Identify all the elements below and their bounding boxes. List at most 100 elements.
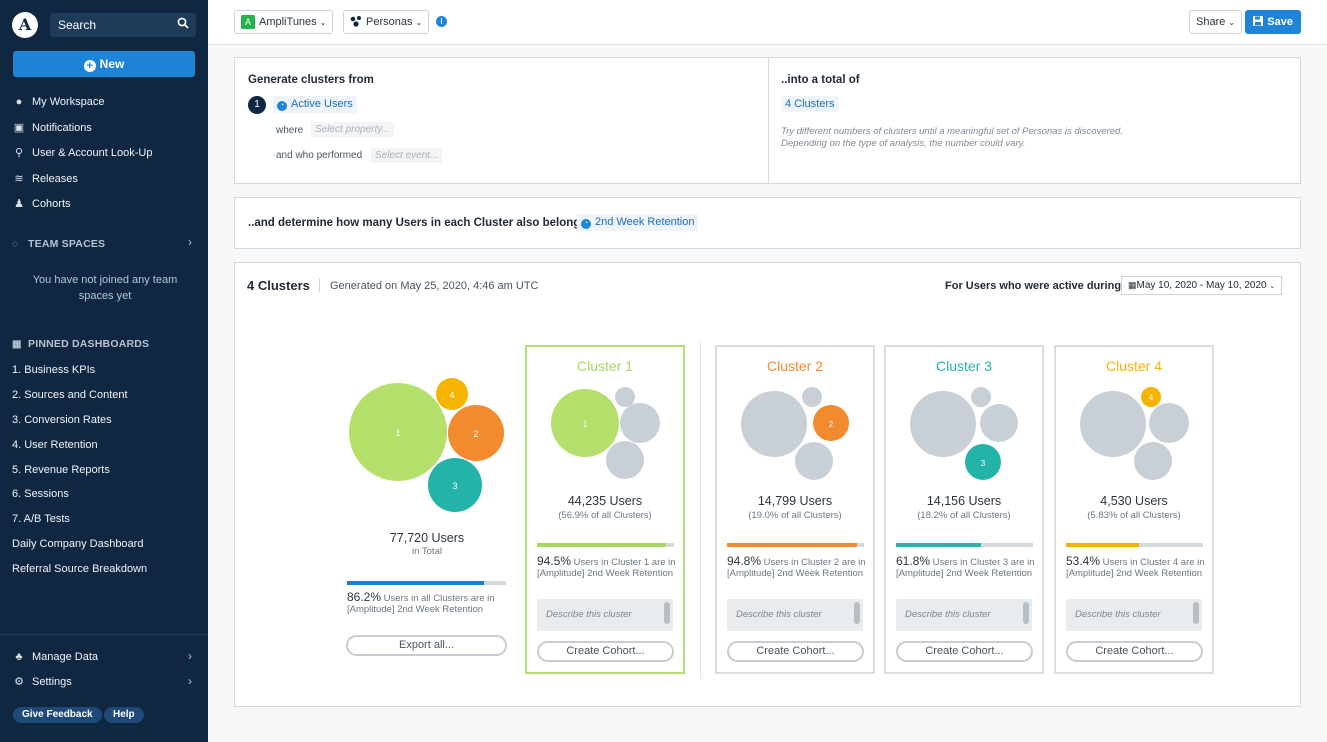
cluster-retention-bar-fill — [1066, 543, 1140, 547]
create-cohort-button[interactable]: Create Cohort... — [896, 641, 1033, 662]
save-button[interactable]: Save — [1245, 10, 1301, 34]
gear-icon: ⚙ — [14, 676, 24, 688]
cluster-share: (5.83% of all Clusters) — [1087, 510, 1181, 521]
amplitude-logo[interactable]: A — [12, 12, 38, 38]
sidebar-item-releases[interactable]: ≋ Releases — [12, 170, 78, 188]
cluster-share: (19.0% of all Clusters) — [748, 510, 842, 521]
cluster-title: Cluster 2 — [766, 358, 824, 374]
cluster-2-bubbles: 2 — [741, 387, 849, 480]
cluster-retention-bar-fill — [727, 543, 857, 547]
bubble-cluster-3 — [795, 442, 833, 480]
generate-clusters-label: Generate clusters from — [248, 74, 374, 86]
bubble-cluster-1 — [551, 389, 619, 457]
clusters-hint: Try different numbers of clusters until … — [781, 126, 1123, 150]
total-retention-text: 86.2% Users in all Clusters are in [Ampl… — [347, 590, 511, 615]
sidebar-item-label: Releases — [32, 173, 78, 185]
team-spaces-icon: ◌ — [12, 239, 19, 250]
new-button-label: New — [99, 57, 125, 71]
team-spaces-header[interactable]: ◌ TEAM SPACES — [12, 238, 105, 250]
bubble-cluster-3[interactable] — [428, 458, 482, 512]
sidebar-item-notifications[interactable]: ▣ Notifications — [12, 119, 92, 137]
pinned-dashboard-item[interactable]: 5. Revenue Reports — [12, 464, 110, 476]
project-name: AmpliTunes — [259, 16, 317, 28]
pinned-dashboard-item[interactable]: 6. Sessions — [12, 488, 69, 500]
pinned-dashboard-item[interactable]: Referral Source Breakdown — [12, 563, 148, 575]
scrollbar[interactable] — [1193, 602, 1199, 624]
bubble-label: 3 — [452, 481, 457, 491]
sidebar-item-label: Manage Data — [32, 651, 99, 663]
date-range-picker[interactable]: ▦May 10, 2020 - May 10, 2020 ⌄ — [1121, 276, 1283, 295]
cluster-4-bubbles: 4 — [1080, 387, 1189, 480]
cluster-retention-text: 61.8% Users in Cluster 3 are in [Amplitu… — [896, 555, 1038, 579]
describe-cluster-input[interactable]: Describe this cluster — [1066, 599, 1202, 631]
pinned-dashboard-item[interactable]: 2. Sources and Content — [12, 389, 128, 401]
info-icon[interactable]: i — [436, 16, 447, 27]
chevron-right-icon[interactable]: › — [188, 649, 192, 663]
chevron-right-icon[interactable]: › — [188, 235, 192, 249]
bubble-cluster-4 — [1141, 387, 1161, 407]
cluster-retention-desc: Users in Cluster 1 are in [Amplitude] 2n… — [537, 557, 676, 579]
cluster-card-2[interactable]: Cluster 2 2 14,799 Users (19.0% of all C… — [715, 345, 875, 674]
chart-type-selector[interactable]: Personas ⌄ — [343, 10, 430, 34]
hierarchy-icon: ♣ — [15, 651, 23, 663]
bubble-cluster-3 — [965, 444, 1001, 480]
cluster-card-1[interactable]: Cluster 1 1 44,235 Users (56.9% of all C… — [525, 345, 685, 674]
total-retention-pct: 86.2% — [347, 590, 382, 604]
cluster-retention-bar — [727, 543, 864, 547]
sidebar-item-label: My Workspace — [32, 96, 105, 108]
describe-cluster-input[interactable]: Describe this cluster — [896, 599, 1032, 631]
describe-cluster-input[interactable]: Describe this cluster — [537, 599, 673, 631]
give-feedback-button[interactable]: Give Feedback — [13, 707, 102, 723]
project-selector[interactable]: A AmpliTunes ⌄ — [234, 10, 334, 34]
pinned-dashboard-item[interactable]: Daily Company Dashboard — [12, 538, 144, 550]
cluster-retention-desc: Users in Cluster 3 are in [Amplitude] 2n… — [896, 557, 1035, 579]
bubble-cluster-1 — [1080, 391, 1146, 457]
sidebar-item-my-workspace[interactable]: ● My Workspace — [12, 93, 105, 111]
sidebar-item-manage-data[interactable]: ♣ Manage Data — [12, 648, 98, 666]
cluster-card-3[interactable]: Cluster 3 3 14,156 Users (18.2% of all C… — [884, 345, 1044, 674]
export-all-button[interactable]: Export all... — [346, 635, 507, 656]
bubble-cluster-2[interactable] — [448, 405, 504, 461]
pinned-dashboard-item[interactable]: 1. Business KPIs — [12, 364, 96, 376]
cluster-retention-bar — [537, 543, 674, 547]
cluster-retention-pct: 94.5% — [537, 554, 572, 568]
cluster-retention-bar — [1066, 543, 1203, 547]
create-cohort-button[interactable]: Create Cohort... — [727, 641, 864, 662]
search-input[interactable]: Search — [50, 13, 196, 37]
chevron-down-icon: ⌄ — [1228, 18, 1236, 27]
scrollbar[interactable] — [854, 602, 860, 624]
scrollbar[interactable] — [1023, 602, 1029, 624]
sidebar-item-settings[interactable]: ⚙ Settings — [12, 673, 72, 691]
cluster-share: (18.2% of all Clusters) — [917, 510, 1011, 521]
cluster-title: Cluster 1 — [576, 358, 634, 374]
describe-cluster-input[interactable]: Describe this cluster — [727, 599, 863, 631]
scrollbar[interactable] — [664, 602, 670, 624]
help-button[interactable]: Help — [104, 707, 144, 723]
bubble-cluster-1[interactable] — [349, 383, 447, 481]
pinned-dashboard-item[interactable]: 4. User Retention — [12, 439, 98, 451]
cards-divider — [700, 341, 701, 679]
retention-event-chip[interactable]: ◔ 2nd Week Retention — [577, 214, 699, 231]
calendar-icon: ▦ — [1128, 280, 1137, 290]
chevron-down-icon: ⌄ — [1269, 283, 1276, 290]
pinned-dashboards-header: ▦ PINNED DASHBOARDS — [12, 338, 149, 350]
sidebar-item-user-lookup[interactable]: ⚲ User & Account Look-Up — [12, 144, 152, 162]
create-cohort-button[interactable]: Create Cohort... — [1066, 641, 1203, 662]
event-select[interactable]: Select event... — [371, 148, 443, 163]
pinned-dashboard-item[interactable]: 7. A/B Tests — [12, 513, 70, 525]
chevron-right-icon[interactable]: › — [188, 674, 192, 688]
cluster-count-select[interactable]: 4 Clusters — [781, 96, 839, 112]
cluster-retention-bar-fill — [896, 543, 981, 547]
bubble-cluster-4[interactable] — [436, 378, 468, 410]
cluster-card-4[interactable]: Cluster 4 4 4,530 Users (5.83% of all Cl… — [1054, 345, 1214, 674]
describe-placeholder: Describe this cluster — [1075, 609, 1161, 620]
sidebar-item-cohorts[interactable]: ♟ Cohorts — [12, 195, 70, 213]
new-button[interactable]: + New — [13, 51, 195, 77]
event-chip-active-users[interactable]: ◔ Active Users — [273, 96, 357, 113]
share-button[interactable]: Share ⌄ — [1189, 10, 1243, 34]
inbox-icon: ▣ — [13, 122, 25, 134]
property-select[interactable]: Select property... — [311, 122, 394, 137]
create-cohort-button[interactable]: Create Cohort... — [537, 641, 674, 662]
pinned-dashboard-item[interactable]: 3. Conversion Rates — [12, 414, 112, 426]
cluster-config-panel: Generate clusters from 1 ◔ Active Users w… — [234, 57, 1301, 184]
